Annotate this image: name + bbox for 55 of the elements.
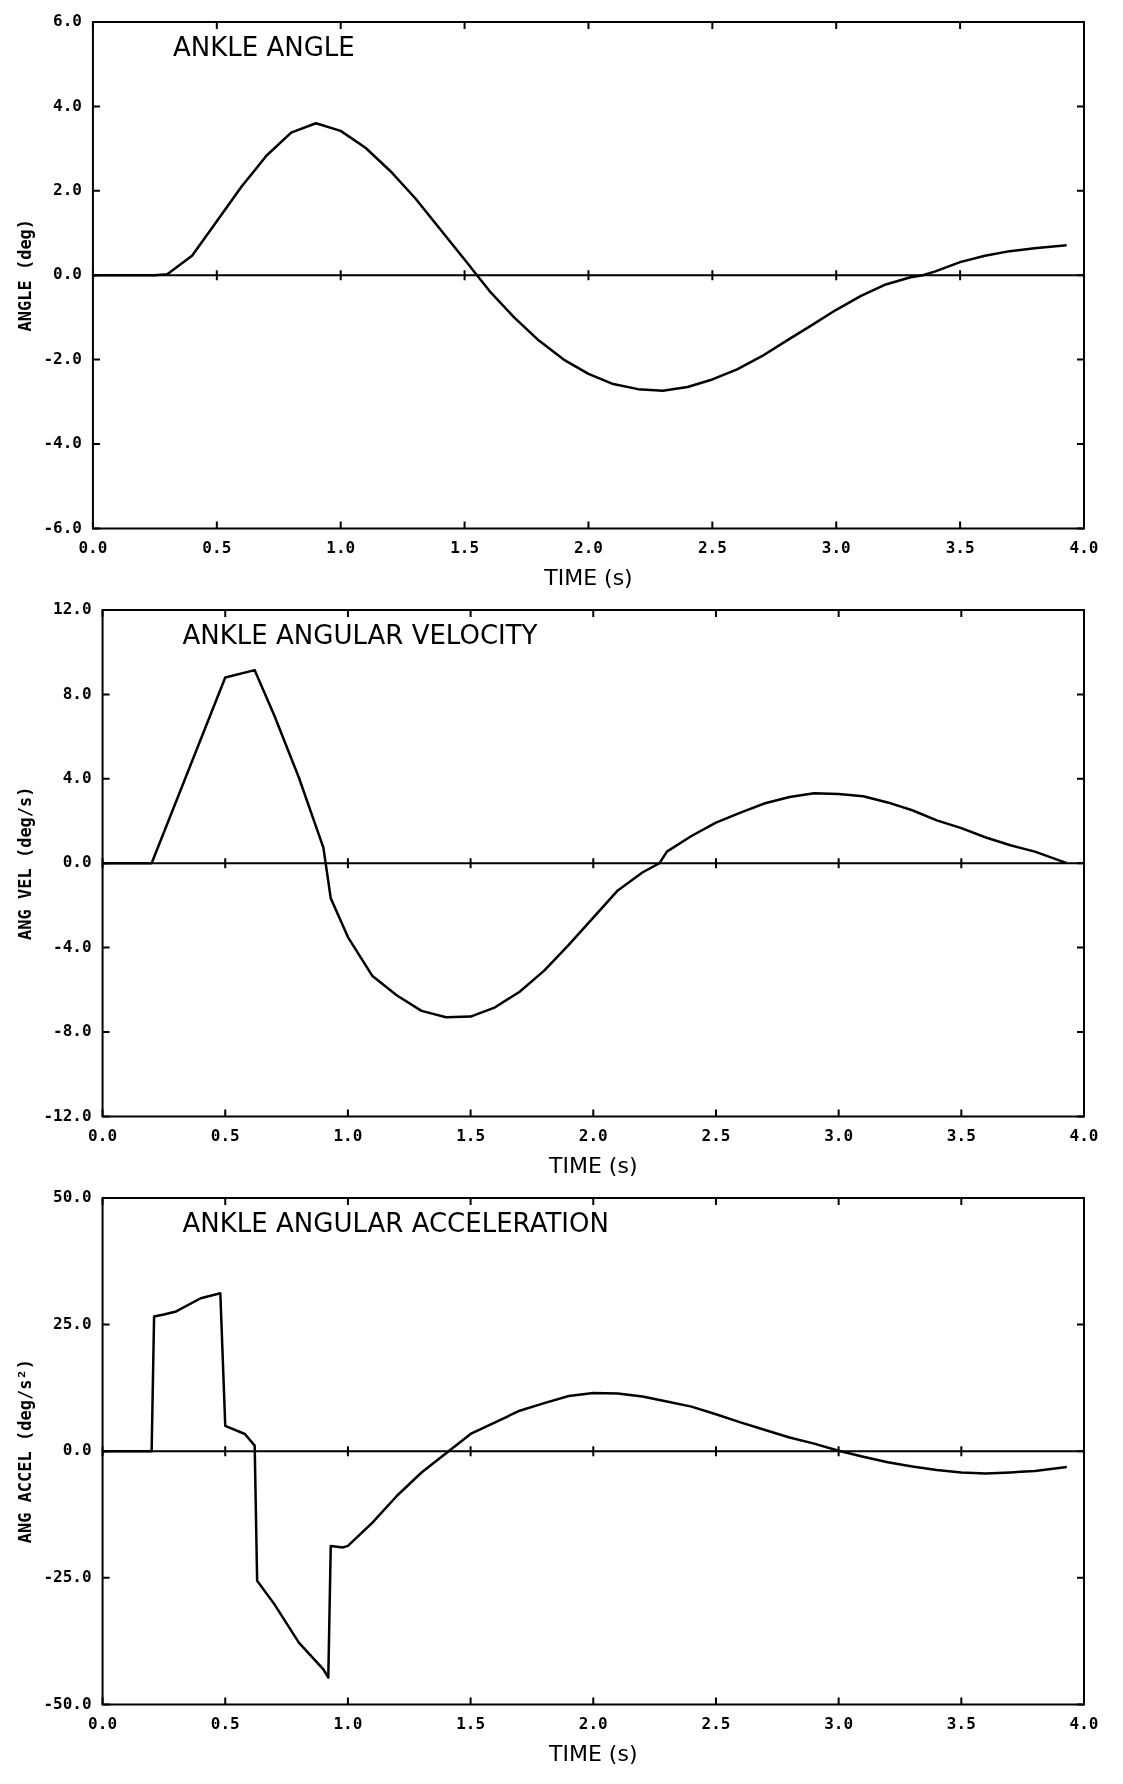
chart-title: ANKLE ANGULAR VELOCITY xyxy=(182,619,538,650)
x-tick-label: 0.5 xyxy=(202,538,232,558)
x-tick-label: 3.0 xyxy=(821,538,851,558)
x-tick-label: 1.0 xyxy=(333,1714,363,1734)
x-tick-label: 3.0 xyxy=(824,1126,854,1146)
y-tick-label: 0.0 xyxy=(62,1440,92,1460)
x-tick-label: 4.0 xyxy=(1069,1126,1099,1146)
x-axis-title: TIME (s) xyxy=(548,1740,638,1766)
x-tick-label: 3.0 xyxy=(824,1714,854,1734)
y-tick-label: 4.0 xyxy=(62,767,92,787)
y-tick-label: 0.0 xyxy=(62,852,92,872)
chart-title: ANKLE ANGULAR ACCELERATION xyxy=(182,1207,609,1238)
x-tick-label: 2.5 xyxy=(701,1126,731,1146)
x-tick-label: 3.5 xyxy=(945,538,975,558)
y-tick-label: -25.0 xyxy=(43,1566,92,1586)
x-tick-label: 2.5 xyxy=(697,538,727,558)
y-axis-title: ANGLE (deg) xyxy=(14,218,35,332)
y-tick-label: -4.0 xyxy=(43,433,82,453)
y-tick-label: -12.0 xyxy=(43,1105,92,1125)
y-tick-label: 12.0 xyxy=(53,599,92,619)
y-tick-label: -50.0 xyxy=(43,1693,92,1713)
x-tick-label: 0.5 xyxy=(210,1714,240,1734)
y-tick-label: 4.0 xyxy=(53,95,82,115)
x-tick-label: 2.0 xyxy=(578,1126,608,1146)
y-axis-title: ANG VEL (deg/s) xyxy=(14,786,35,940)
x-tick-label: 1.5 xyxy=(456,1714,486,1734)
x-tick-label: 0.0 xyxy=(88,1126,118,1146)
y-tick-label: 2.0 xyxy=(53,179,82,199)
x-tick-label: 2.0 xyxy=(574,538,603,558)
x-tick-label: 0.0 xyxy=(78,538,108,558)
x-tick-label: 1.0 xyxy=(326,538,356,558)
x-tick-label: 0.5 xyxy=(210,1126,240,1146)
y-tick-label: -4.0 xyxy=(53,936,92,956)
x-tick-label: 2.5 xyxy=(701,1714,731,1734)
x-tick-label: 1.0 xyxy=(333,1126,363,1146)
x-tick-label: 4.0 xyxy=(1069,1714,1099,1734)
x-tick-label: 3.5 xyxy=(946,1126,976,1146)
y-axis-title: ANG ACCEL (deg/s²) xyxy=(14,1359,35,1544)
chart-title: ANKLE ANGLE xyxy=(172,31,355,62)
x-tick-label: 4.0 xyxy=(1069,538,1099,558)
x-tick-label: 1.5 xyxy=(450,538,480,558)
x-tick-label: 2.0 xyxy=(578,1714,608,1734)
y-tick-label: 25.0 xyxy=(53,1313,92,1333)
x-tick-label: 1.5 xyxy=(456,1126,486,1146)
x-axis-title: TIME (s) xyxy=(548,1152,638,1178)
y-tick-label: 0.0 xyxy=(53,264,82,284)
y-tick-label: -8.0 xyxy=(53,1021,92,1041)
y-tick-label: 8.0 xyxy=(62,683,92,703)
x-tick-label: 0.0 xyxy=(88,1714,118,1734)
x-axis-title: TIME (s) xyxy=(543,564,633,590)
y-tick-label: 6.0 xyxy=(53,11,82,31)
y-tick-label: 50.0 xyxy=(53,1187,92,1207)
x-tick-label: 3.5 xyxy=(946,1714,976,1734)
y-tick-label: -2.0 xyxy=(43,348,82,368)
y-tick-label: -6.0 xyxy=(43,517,82,537)
